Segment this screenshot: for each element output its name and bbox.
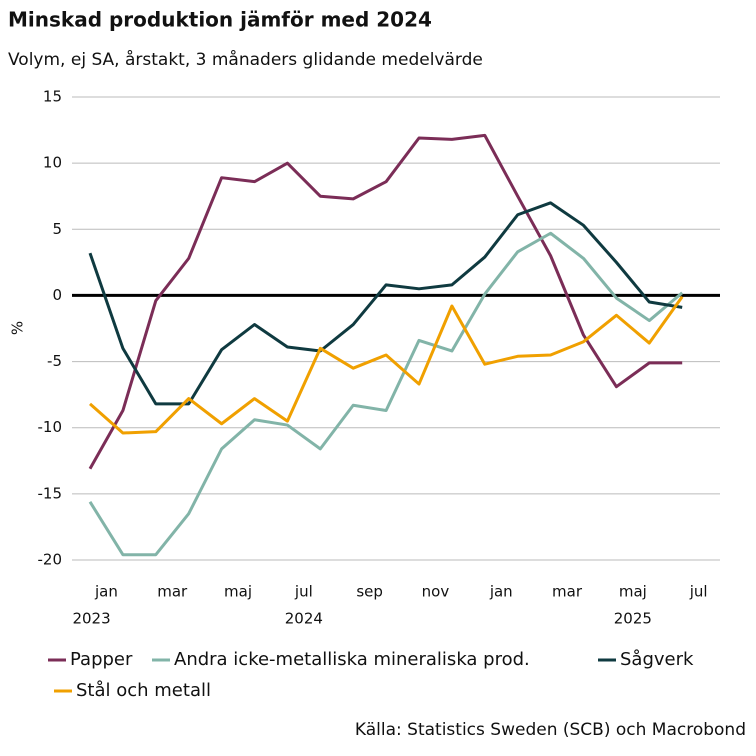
x-tick-label: maj: [224, 583, 252, 601]
series-line: [88, 133, 683, 470]
year-label: 2025: [614, 610, 652, 628]
y-tick-label: -15: [38, 484, 63, 502]
y-tick-label: 0: [52, 286, 62, 304]
series-line: [89, 295, 684, 435]
source: Källa: Statistics Sweden (SCB) och Macro…: [355, 720, 746, 740]
year-label: 2023: [72, 610, 110, 628]
chart-title: Minskad produktion jämför med 2024: [8, 8, 432, 32]
x-tick-label: jan: [489, 583, 513, 601]
x-tick-label: maj: [619, 583, 647, 601]
legend-label: Stål och metall: [76, 680, 211, 701]
x-tick-label: mar: [552, 583, 583, 601]
legend-label: Andra icke-metalliska mineraliska prod.: [174, 649, 530, 670]
x-tick-label: jan: [94, 583, 118, 601]
y-axis-label: %: [9, 321, 27, 335]
y-tick-label: -10: [38, 418, 63, 436]
series-line: [88, 201, 683, 406]
legend-label: Papper: [70, 649, 133, 670]
chart-subtitle: Volym, ej SA, årstakt, 3 månaders glidan…: [8, 49, 483, 70]
y-tick-label: 15: [43, 88, 62, 106]
x-tick-label: sep: [356, 583, 383, 601]
y-tick-label: -5: [47, 352, 62, 370]
year-label: 2024: [285, 610, 323, 628]
x-tick-label: mar: [157, 583, 188, 601]
x-tick-label: jul: [689, 583, 708, 601]
legend-label: Sågverk: [620, 649, 694, 670]
series-line: [88, 231, 684, 557]
x-tick-label: jul: [294, 583, 313, 601]
y-tick-label: 5: [52, 220, 62, 238]
y-tick-label: -20: [38, 551, 63, 569]
x-tick-label: nov: [422, 583, 450, 601]
y-tick-label: 10: [43, 154, 62, 172]
